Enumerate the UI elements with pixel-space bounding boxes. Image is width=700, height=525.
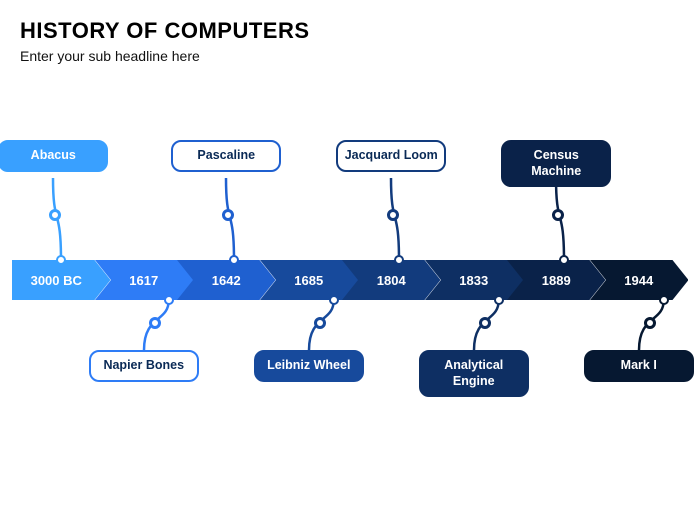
connector-dot bbox=[387, 209, 399, 221]
timeline-dot bbox=[494, 295, 504, 305]
timeline-year: 1944 bbox=[590, 260, 689, 300]
callout-label: Abacus bbox=[0, 140, 108, 172]
timeline-dot bbox=[559, 255, 569, 265]
connector-dot bbox=[49, 209, 61, 221]
callout: Leibniz Wheel bbox=[254, 350, 364, 382]
timeline-stage: 3000 BC1617164216851804183318891944 Abac… bbox=[0, 80, 700, 480]
callout: Analytical Engine bbox=[419, 350, 529, 397]
callout: Mark I bbox=[584, 350, 694, 382]
callout: Jacquard Loom bbox=[336, 140, 446, 172]
callout-label: Jacquard Loom bbox=[336, 140, 446, 172]
timeline-dot bbox=[329, 295, 339, 305]
page-subtitle: Enter your sub headline here bbox=[20, 48, 200, 64]
callout-label: Pascaline bbox=[171, 140, 281, 172]
connector-dot bbox=[222, 209, 234, 221]
timeline-dot bbox=[56, 255, 66, 265]
callout: Abacus bbox=[0, 140, 108, 172]
timeline-track: 3000 BC1617164216851804183318891944 bbox=[12, 260, 688, 300]
callout-label: Census Machine bbox=[501, 140, 611, 187]
connector-dot bbox=[552, 209, 564, 221]
callout-label: Analytical Engine bbox=[419, 350, 529, 397]
callout: Census Machine bbox=[501, 140, 611, 187]
timeline-dot bbox=[229, 255, 239, 265]
callout: Napier Bones bbox=[89, 350, 199, 382]
callout-label: Mark I bbox=[584, 350, 694, 382]
connector-dot bbox=[479, 317, 491, 329]
connector-dot bbox=[314, 317, 326, 329]
callout: Pascaline bbox=[171, 140, 281, 172]
timeline-dot bbox=[394, 255, 404, 265]
connector-dot bbox=[149, 317, 161, 329]
timeline-segment: 1944 bbox=[590, 260, 689, 300]
callout-label: Napier Bones bbox=[89, 350, 199, 382]
page-title: HISTORY OF COMPUTERS bbox=[20, 18, 310, 44]
connector-dot bbox=[644, 317, 656, 329]
callout-label: Leibniz Wheel bbox=[254, 350, 364, 382]
timeline-dot bbox=[164, 295, 174, 305]
timeline-dot bbox=[659, 295, 669, 305]
